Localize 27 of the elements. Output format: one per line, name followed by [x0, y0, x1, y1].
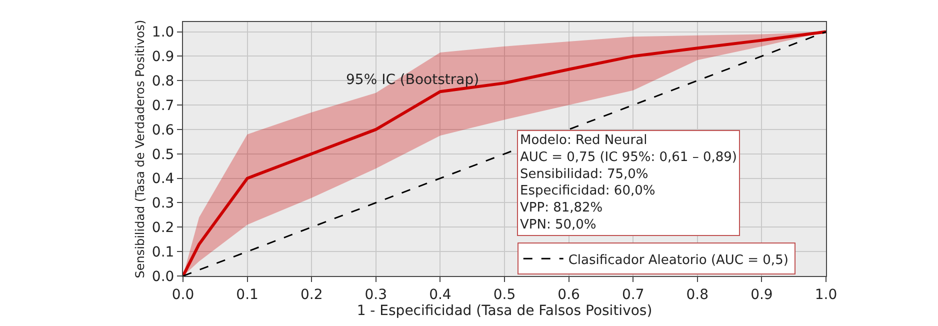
x-tick-label: 0.9 — [750, 286, 773, 303]
y-tick-label: 0.8 — [152, 74, 174, 90]
x-axis-title: 1 - Especificidad (Tasa de Falsos Positivos) — [356, 302, 652, 319]
annotation: 95% IC (Bootstrap) — [346, 72, 480, 88]
y-tick-label: 1.0 — [152, 24, 174, 41]
y-tick-label: 0.6 — [152, 122, 174, 138]
x-tick-label: 0.5 — [493, 286, 516, 303]
y-tick-label: 0.3 — [152, 196, 174, 212]
y-tick-label: 0.2 — [152, 220, 174, 236]
x-tick-label: 1.0 — [814, 286, 838, 303]
x-tick-label: 0.8 — [686, 286, 709, 303]
y-tick-label: 0.1 — [152, 244, 174, 260]
x-tick-label: 0.6 — [558, 286, 580, 303]
legend-label: Clasificador Aleatorio (AUC = 0,5) — [568, 252, 788, 268]
x-tick-label: 0.2 — [300, 286, 323, 303]
y-tick-label: 0.7 — [152, 98, 174, 114]
x-tick-label: 0.7 — [622, 286, 644, 303]
x-tick-label: 0.1 — [236, 286, 258, 303]
y-axis-title: Sensibilidad (Tasa de Verdaderos Positivos) — [133, 20, 148, 278]
y-tick-label: 0.5 — [152, 146, 174, 163]
x-tick-label: 0.0 — [172, 286, 194, 303]
x-tick-label: 0.3 — [364, 286, 388, 303]
y-tick-label: 0.4 — [152, 171, 174, 188]
y-tick-label: 0.0 — [152, 268, 174, 285]
x-tick-label: 0.4 — [429, 286, 452, 303]
y-tick-label: 0.9 — [152, 49, 174, 66]
annotation: Modelo: Red Neural AUC = 0,75 (IC 95%: 0,61 – 0,89) Sensibilidad: 75,0% Especificidad: 60,0% VPP: 81,82% VPN: 50,0% — [520, 133, 737, 232]
